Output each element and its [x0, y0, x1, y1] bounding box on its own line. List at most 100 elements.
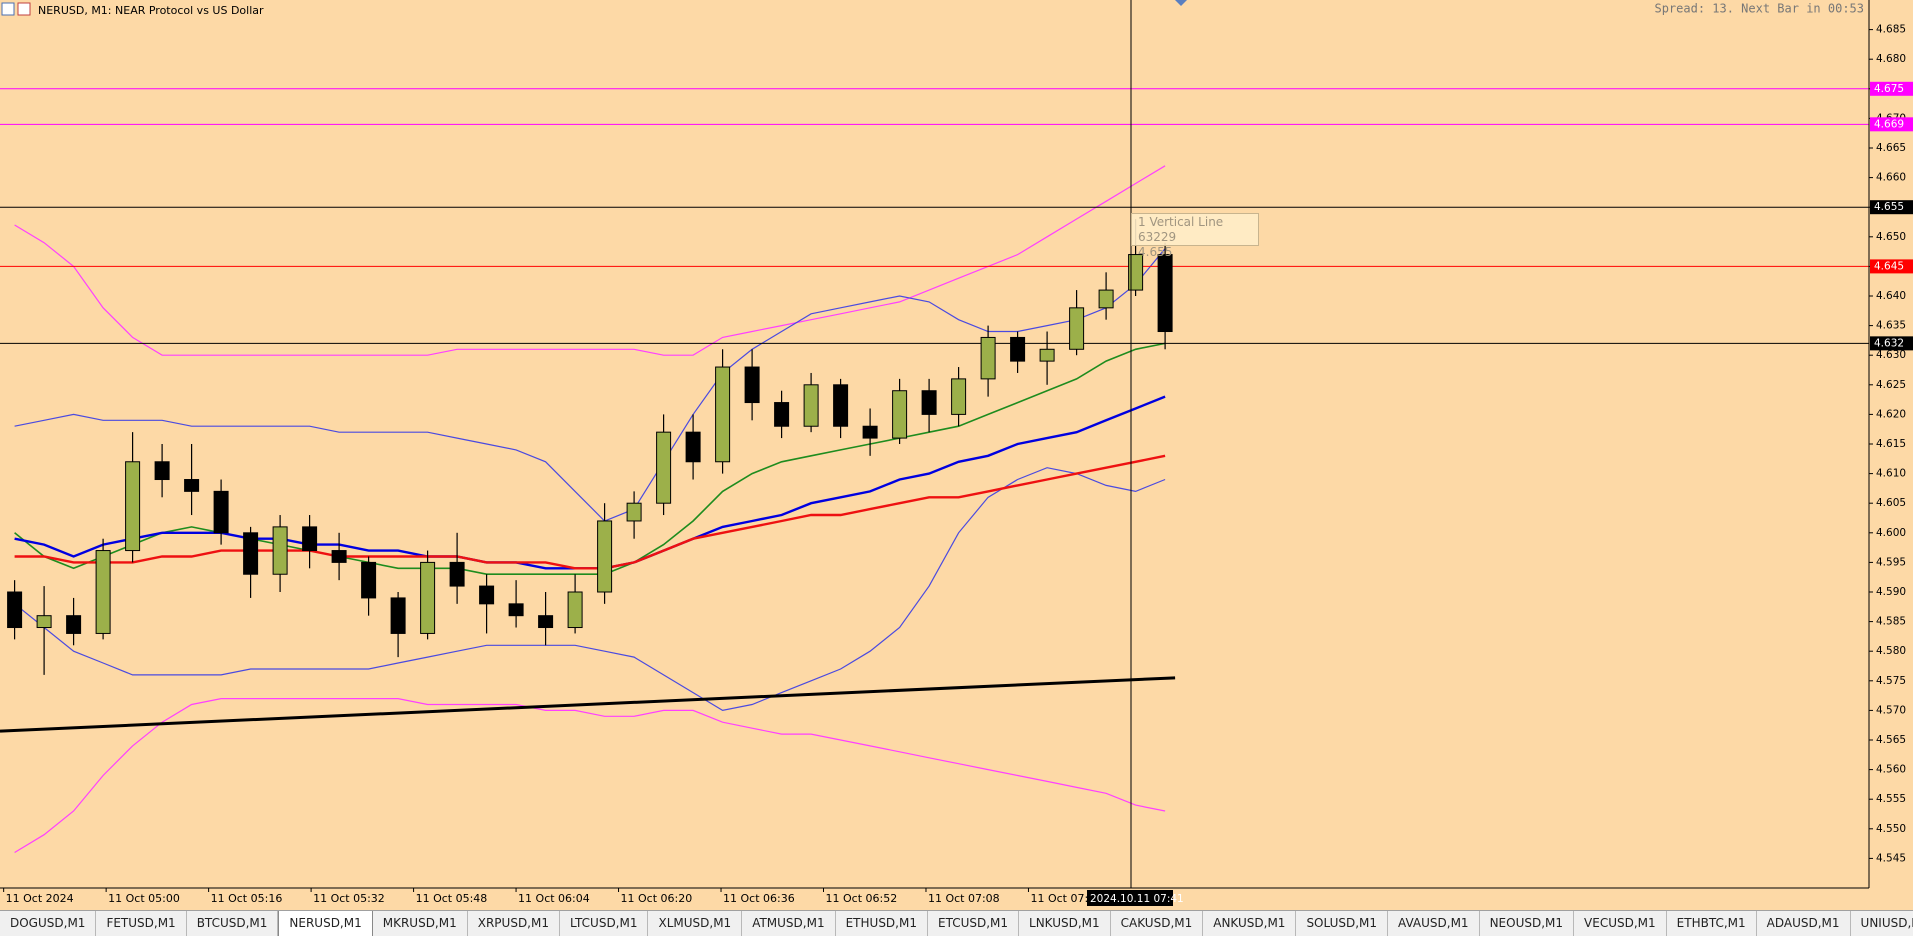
symbol-tab[interactable]: LTCUSD,M1	[560, 911, 649, 936]
candle-body	[1069, 307, 1085, 350]
symbol-tab[interactable]: UNIUSD,M1	[1851, 911, 1913, 936]
y-tick-label: 4.575	[1876, 675, 1906, 687]
price-level-label: 4.675	[1874, 83, 1904, 95]
symbol-tab[interactable]: NERUSD,M1	[278, 911, 373, 936]
candle-body	[1098, 289, 1114, 309]
candle-body	[184, 479, 200, 492]
symbol-tab[interactable]: ETCUSD,M1	[928, 911, 1020, 936]
x-tick-label: 11 Oct 05:48	[416, 892, 488, 905]
cursor-time-box	[1087, 890, 1173, 906]
y-tick-label: 4.550	[1876, 823, 1906, 835]
symbol-tab[interactable]: ETHUSD,M1	[836, 911, 928, 936]
y-tick-label: 4.630	[1876, 349, 1906, 361]
tooltip-title: 1 Vertical Line 63229	[1138, 215, 1224, 244]
candle-body	[685, 431, 701, 463]
y-tick-label: 4.660	[1876, 172, 1906, 184]
candle-body	[744, 366, 760, 404]
y-tick-label: 4.680	[1876, 53, 1906, 65]
y-tick-label: 4.545	[1876, 852, 1906, 864]
chart-icon[interactable]	[17, 2, 31, 16]
candle-body	[36, 615, 52, 629]
symbol-tab[interactable]: LNKUSD,M1	[1019, 911, 1111, 936]
y-tick-label: 4.615	[1876, 438, 1906, 450]
candle-body	[7, 591, 23, 629]
y-tick-label: 4.585	[1876, 616, 1906, 628]
candle-body	[66, 615, 82, 634]
y-tick-label: 4.555	[1876, 793, 1906, 805]
symbol-tab[interactable]: ETHBTC,M1	[1667, 911, 1757, 936]
candle-body	[361, 561, 377, 599]
trendline	[0, 676, 1176, 733]
candle-body	[597, 520, 613, 593]
y-tick-label: 4.580	[1876, 645, 1906, 657]
x-tick-label: 11 Oct 06:20	[621, 892, 693, 905]
y-tick-label: 4.625	[1876, 379, 1906, 391]
y-tick-label: 4.635	[1876, 320, 1906, 332]
x-tick-label: 11 Oct 05:32	[313, 892, 385, 905]
y-tick-label: 4.640	[1876, 290, 1906, 302]
price-level-box	[1870, 259, 1913, 274]
candle-body	[154, 461, 170, 481]
price-level-label: 4.655	[1874, 201, 1904, 213]
x-tick-label: 11 Oct 06:36	[723, 892, 795, 905]
indicator-line	[14, 698, 1166, 854]
y-tick-label: 4.560	[1876, 764, 1906, 776]
price-level-box	[1870, 200, 1913, 215]
symbol-tab[interactable]: ATMUSD,M1	[742, 911, 836, 936]
symbol-tab[interactable]: ANKUSD,M1	[1203, 911, 1297, 936]
candle-body	[331, 550, 347, 563]
y-tick-label: 4.620	[1876, 408, 1906, 420]
candle-body	[951, 378, 967, 415]
candle-body	[803, 384, 819, 427]
y-tick-label: 4.650	[1876, 231, 1906, 243]
symbol-tab[interactable]: SOLUSD,M1	[1296, 911, 1389, 936]
candle-body	[980, 336, 996, 380]
x-tick-label: 11 Oct 05:16	[211, 892, 283, 905]
x-tick-label: 11 Oct 07:08	[928, 892, 1000, 905]
indicator-line	[14, 467, 1166, 712]
candle-body	[862, 425, 878, 439]
candle-body	[302, 526, 318, 552]
y-tick-label: 4.590	[1876, 586, 1906, 598]
symbol-tab[interactable]: XRPUSD,M1	[468, 911, 560, 936]
candle-body	[1039, 348, 1055, 362]
candle-body	[390, 597, 406, 634]
candle-body	[538, 615, 554, 629]
menu-icon[interactable]	[1, 2, 15, 16]
scroll-marker	[1175, 0, 1187, 6]
candle-body	[1128, 254, 1144, 291]
symbol-tab[interactable]: CAKUSD,M1	[1111, 911, 1204, 936]
indicator-line	[14, 454, 1166, 570]
y-tick-label: 4.565	[1876, 734, 1906, 746]
symbol-tab[interactable]: NEOUSD,M1	[1480, 911, 1575, 936]
symbol-tab[interactable]: ADAUSD,M1	[1757, 911, 1851, 936]
plot-background	[0, 0, 1869, 888]
symbol-tab[interactable]: AVAUSD,M1	[1388, 911, 1480, 936]
candle-body	[1010, 336, 1026, 362]
symbol-tab[interactable]: MKRUSD,M1	[373, 911, 468, 936]
symbol-tab[interactable]: VECUSD,M1	[1574, 911, 1667, 936]
price-level-label: 4.669	[1874, 118, 1904, 130]
symbol-tab[interactable]: XLMUSD,M1	[648, 911, 743, 936]
candle-body	[567, 591, 583, 629]
candle-body	[921, 390, 937, 415]
chart: NERUSD, M1: NEAR Protocol vs US Dollar S…	[0, 0, 1913, 906]
candle-body	[95, 550, 111, 634]
symbol-tab[interactable]: FETUSD,M1	[96, 911, 187, 936]
candle-body	[272, 526, 288, 575]
x-tick-label: 11 Oct 06:52	[826, 892, 898, 905]
tooltip-value: 4.655	[1138, 245, 1173, 259]
y-tick-label: 4.685	[1876, 24, 1906, 36]
indicator-line	[14, 342, 1166, 575]
candle-body	[715, 366, 731, 463]
y-tick-label: 4.605	[1876, 497, 1906, 509]
symbol-tab[interactable]: BTCUSD,M1	[187, 911, 279, 936]
cursor-time-label: 2024.10.11 07:41	[1090, 893, 1184, 905]
symbol-tabs: DOGUSD,M1 FETUSD,M1 BTCUSD,M1 NERUSD,M1 MKRU…	[0, 910, 1913, 936]
symbol-tab[interactable]: DOGUSD,M1	[0, 911, 97, 936]
y-tick-label: 4.665	[1876, 142, 1906, 154]
candle-body	[833, 384, 849, 427]
x-tick-label: 11 Oct 06:04	[518, 892, 590, 905]
candle-body	[626, 502, 642, 522]
